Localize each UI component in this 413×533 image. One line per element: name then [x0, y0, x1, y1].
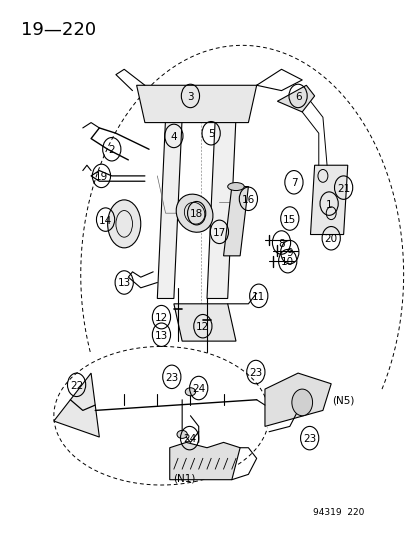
Text: 19—220: 19—220 [21, 21, 95, 39]
Text: 11: 11 [252, 292, 265, 302]
Text: 2: 2 [108, 145, 115, 155]
Polygon shape [264, 373, 330, 426]
Text: 94319  220: 94319 220 [312, 508, 363, 517]
Text: 3: 3 [187, 92, 193, 102]
Text: 5: 5 [207, 129, 214, 139]
Text: (N1): (N1) [173, 474, 195, 483]
Polygon shape [277, 85, 314, 112]
Text: 24: 24 [183, 434, 196, 444]
Ellipse shape [107, 200, 140, 248]
Text: 16: 16 [241, 195, 254, 205]
Text: 22: 22 [70, 381, 83, 391]
Text: 19: 19 [95, 172, 108, 182]
Text: 14: 14 [99, 215, 112, 225]
Text: 6: 6 [294, 92, 301, 102]
Circle shape [291, 389, 312, 416]
Text: 23: 23 [165, 373, 178, 383]
Text: 18: 18 [190, 209, 203, 219]
Text: 23: 23 [302, 434, 316, 444]
Text: 12: 12 [154, 313, 168, 323]
Text: 12: 12 [196, 322, 209, 332]
Text: 1: 1 [325, 199, 332, 209]
Polygon shape [223, 187, 248, 256]
Text: 20: 20 [324, 234, 337, 244]
Text: (N5): (N5) [332, 396, 354, 406]
Text: 13: 13 [154, 330, 168, 341]
Polygon shape [206, 117, 235, 298]
Text: 10: 10 [280, 257, 294, 267]
Text: 15: 15 [282, 214, 296, 224]
Text: 8: 8 [278, 238, 284, 248]
Ellipse shape [227, 182, 244, 191]
Text: 13: 13 [117, 278, 131, 288]
Text: 17: 17 [212, 228, 225, 238]
Polygon shape [169, 442, 240, 480]
Text: 21: 21 [336, 183, 349, 193]
Ellipse shape [176, 431, 187, 438]
Text: 4: 4 [170, 132, 177, 142]
Polygon shape [157, 117, 182, 298]
Ellipse shape [176, 194, 212, 232]
Polygon shape [173, 304, 235, 341]
Text: 23: 23 [249, 368, 262, 378]
Text: 24: 24 [192, 384, 205, 394]
Text: 7: 7 [290, 178, 297, 188]
Polygon shape [136, 85, 256, 123]
Text: 9: 9 [286, 248, 292, 258]
Polygon shape [54, 373, 99, 437]
Ellipse shape [185, 388, 195, 395]
Polygon shape [310, 165, 347, 235]
